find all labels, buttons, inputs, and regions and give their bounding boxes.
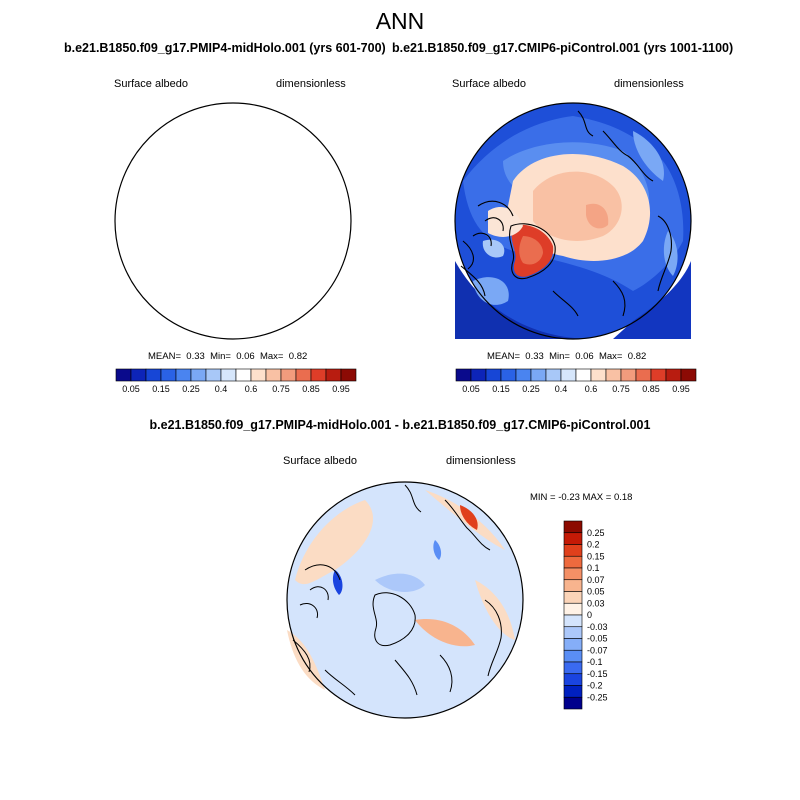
panel1-colorbar-box [325, 368, 342, 382]
panel2-colorbar-box [545, 368, 562, 382]
panel3-colorbar-label: 0 [587, 610, 592, 620]
panel1-colorbar-label: 0.85 [302, 384, 320, 394]
panel3-colorbar-label: -0.03 [587, 622, 608, 632]
panel1-colorbar-box [115, 368, 132, 382]
panel2-colorbar-box [500, 368, 517, 382]
panel2-colorbar-box [560, 368, 577, 382]
panel2-colorbar-box [620, 368, 637, 382]
panel2-colorbar-label: 0.15 [492, 384, 510, 394]
panel2-colorbar-label: 0.05 [462, 384, 480, 394]
panel3-colorbar-box [563, 520, 583, 534]
panel3-colorbar-box [563, 532, 583, 545]
panel1-units: dimensionless [276, 78, 346, 90]
panel2-colorbar-box [680, 368, 697, 382]
panel2-colorbar-box [605, 368, 622, 382]
panel2-colorbar-box [530, 368, 547, 382]
panel2-colorbar-label: 0.75 [612, 384, 630, 394]
panel1-colorbar-label: 0.05 [122, 384, 140, 394]
panel1-colorbar-box [295, 368, 312, 382]
panel3-colorbar-box [563, 555, 583, 569]
panel2-colorbar-label: 0.25 [522, 384, 540, 394]
panel1-colorbar-label: 0.75 [272, 384, 290, 394]
panel2-colorbar-box [635, 368, 652, 382]
panel3-colorbar-label: -0.25 [587, 692, 608, 702]
panel3-colorbar-label: 0.1 [587, 563, 600, 573]
panel3-colorbar-label: -0.07 [587, 645, 608, 655]
panel3-stats: MIN = -0.23 MAX = 0.18 [530, 492, 633, 503]
panel2-colorbar-label: 0.4 [555, 384, 568, 394]
panel2-colorbar-label: 0.6 [585, 384, 598, 394]
panel3-colorbar-box [563, 626, 583, 639]
panel3-colorbar-label: -0.05 [587, 634, 608, 644]
panel1-colorbar-box [280, 368, 297, 382]
panel1-title: b.e21.B1850.f09_g17.PMIP4-midHolo.001 (y… [64, 41, 386, 55]
panel2-colorbar-box [665, 368, 682, 382]
panel1-colorbar-label: 0.25 [182, 384, 200, 394]
panel1-colorbar-box [310, 368, 327, 382]
panel1-colorbar-label: 0.6 [245, 384, 258, 394]
panel2-variable: Surface albedo [452, 78, 526, 90]
panel1-colorbar-box [160, 368, 177, 382]
figure-title: ANN [375, 8, 425, 34]
panel3-colorbar-label: 0.07 [587, 575, 605, 585]
panel3-colorbar-label: 0.2 [587, 540, 600, 550]
panel3-map [286, 481, 524, 719]
panel1-colorbar-label: 0.15 [152, 384, 170, 394]
panel3-colorbar-box [563, 696, 583, 710]
panel2-colorbar-label: 0.95 [672, 384, 690, 394]
panel1-colorbar-label: 0.4 [215, 384, 228, 394]
panel3-colorbar-label: -0.1 [587, 657, 603, 667]
panel2-colorbar-box [650, 368, 667, 382]
panel3-units: dimensionless [446, 455, 516, 467]
panel3-colorbar-box [563, 544, 583, 557]
panel2-colorbar-label: 0.85 [642, 384, 660, 394]
panel2-colorbar-box [485, 368, 502, 382]
panel2-colorbar-box [575, 368, 592, 382]
panel2-map [454, 102, 692, 340]
panel3-title: b.e21.B1850.f09_g17.PMIP4-midHolo.001 - … [149, 418, 651, 432]
panel1-colorbar-box [265, 368, 282, 382]
panel3-colorbar-box [563, 602, 583, 616]
panel1-colorbar-label: 0.95 [332, 384, 350, 394]
panel1-map [114, 102, 352, 340]
panel1-colorbar-box [175, 368, 192, 382]
panel3-colorbar-box [563, 673, 583, 686]
panel2-colorbar-box [455, 368, 472, 382]
panel3-colorbar-box [563, 685, 583, 698]
panel3-colorbar-box [563, 579, 583, 592]
panel3-colorbar-box [563, 591, 583, 604]
panel1-colorbar-box [235, 368, 252, 382]
panel2-colorbar-box [470, 368, 487, 382]
panel3-colorbar-box [563, 661, 583, 675]
panel1-colorbar-box [220, 368, 237, 382]
panel1-variable: Surface albedo [114, 78, 188, 90]
panel1-colorbar-box [145, 368, 162, 382]
panel3-colorbar-label: 0.05 [587, 587, 605, 597]
panel1-stats: MEAN= 0.33 Min= 0.06 Max= 0.82 [148, 351, 308, 362]
panel2-colorbar: 0.05 0.15 0.25 0.4 0.6 0.75 0.85 0.95 [455, 368, 697, 394]
panel3-colorbar-box [563, 567, 583, 581]
panel3-colorbar-label: 0.03 [587, 598, 605, 608]
panel3-colorbar-label: -0.2 [587, 681, 603, 691]
panel2-colorbar-box [515, 368, 532, 382]
panel1-colorbar-box [340, 368, 357, 382]
panel1-colorbar: 0.05 0.15 0.25 0.4 0.6 0.75 0.85 0.95 [115, 368, 357, 394]
panel3-colorbar-label: 0.15 [587, 551, 605, 561]
panel1-colorbar-box [130, 368, 147, 382]
panel2-units: dimensionless [614, 78, 684, 90]
panel1-colorbar-box [250, 368, 267, 382]
panel2-stats: MEAN= 0.33 Min= 0.06 Max= 0.82 [487, 351, 647, 362]
panel3-colorbar-box [563, 638, 583, 651]
panel3-colorbar-label: -0.15 [587, 669, 608, 679]
panel3-colorbar-box [563, 614, 583, 628]
panel1-colorbar-box [190, 368, 207, 382]
panel2-colorbar-box [590, 368, 607, 382]
panel3-colorbar-label: 0.25 [587, 528, 605, 538]
panel3-variable: Surface albedo [283, 455, 357, 467]
panel1-colorbar-box [205, 368, 222, 382]
panel3-colorbar-box [563, 649, 583, 663]
panel3-colorbar: 0.250.20.150.10.070.050.030-0.03-0.05-0.… [563, 520, 608, 710]
panel2-title: b.e21.B1850.f09_g17.CMIP6-piControl.001 … [392, 41, 734, 55]
